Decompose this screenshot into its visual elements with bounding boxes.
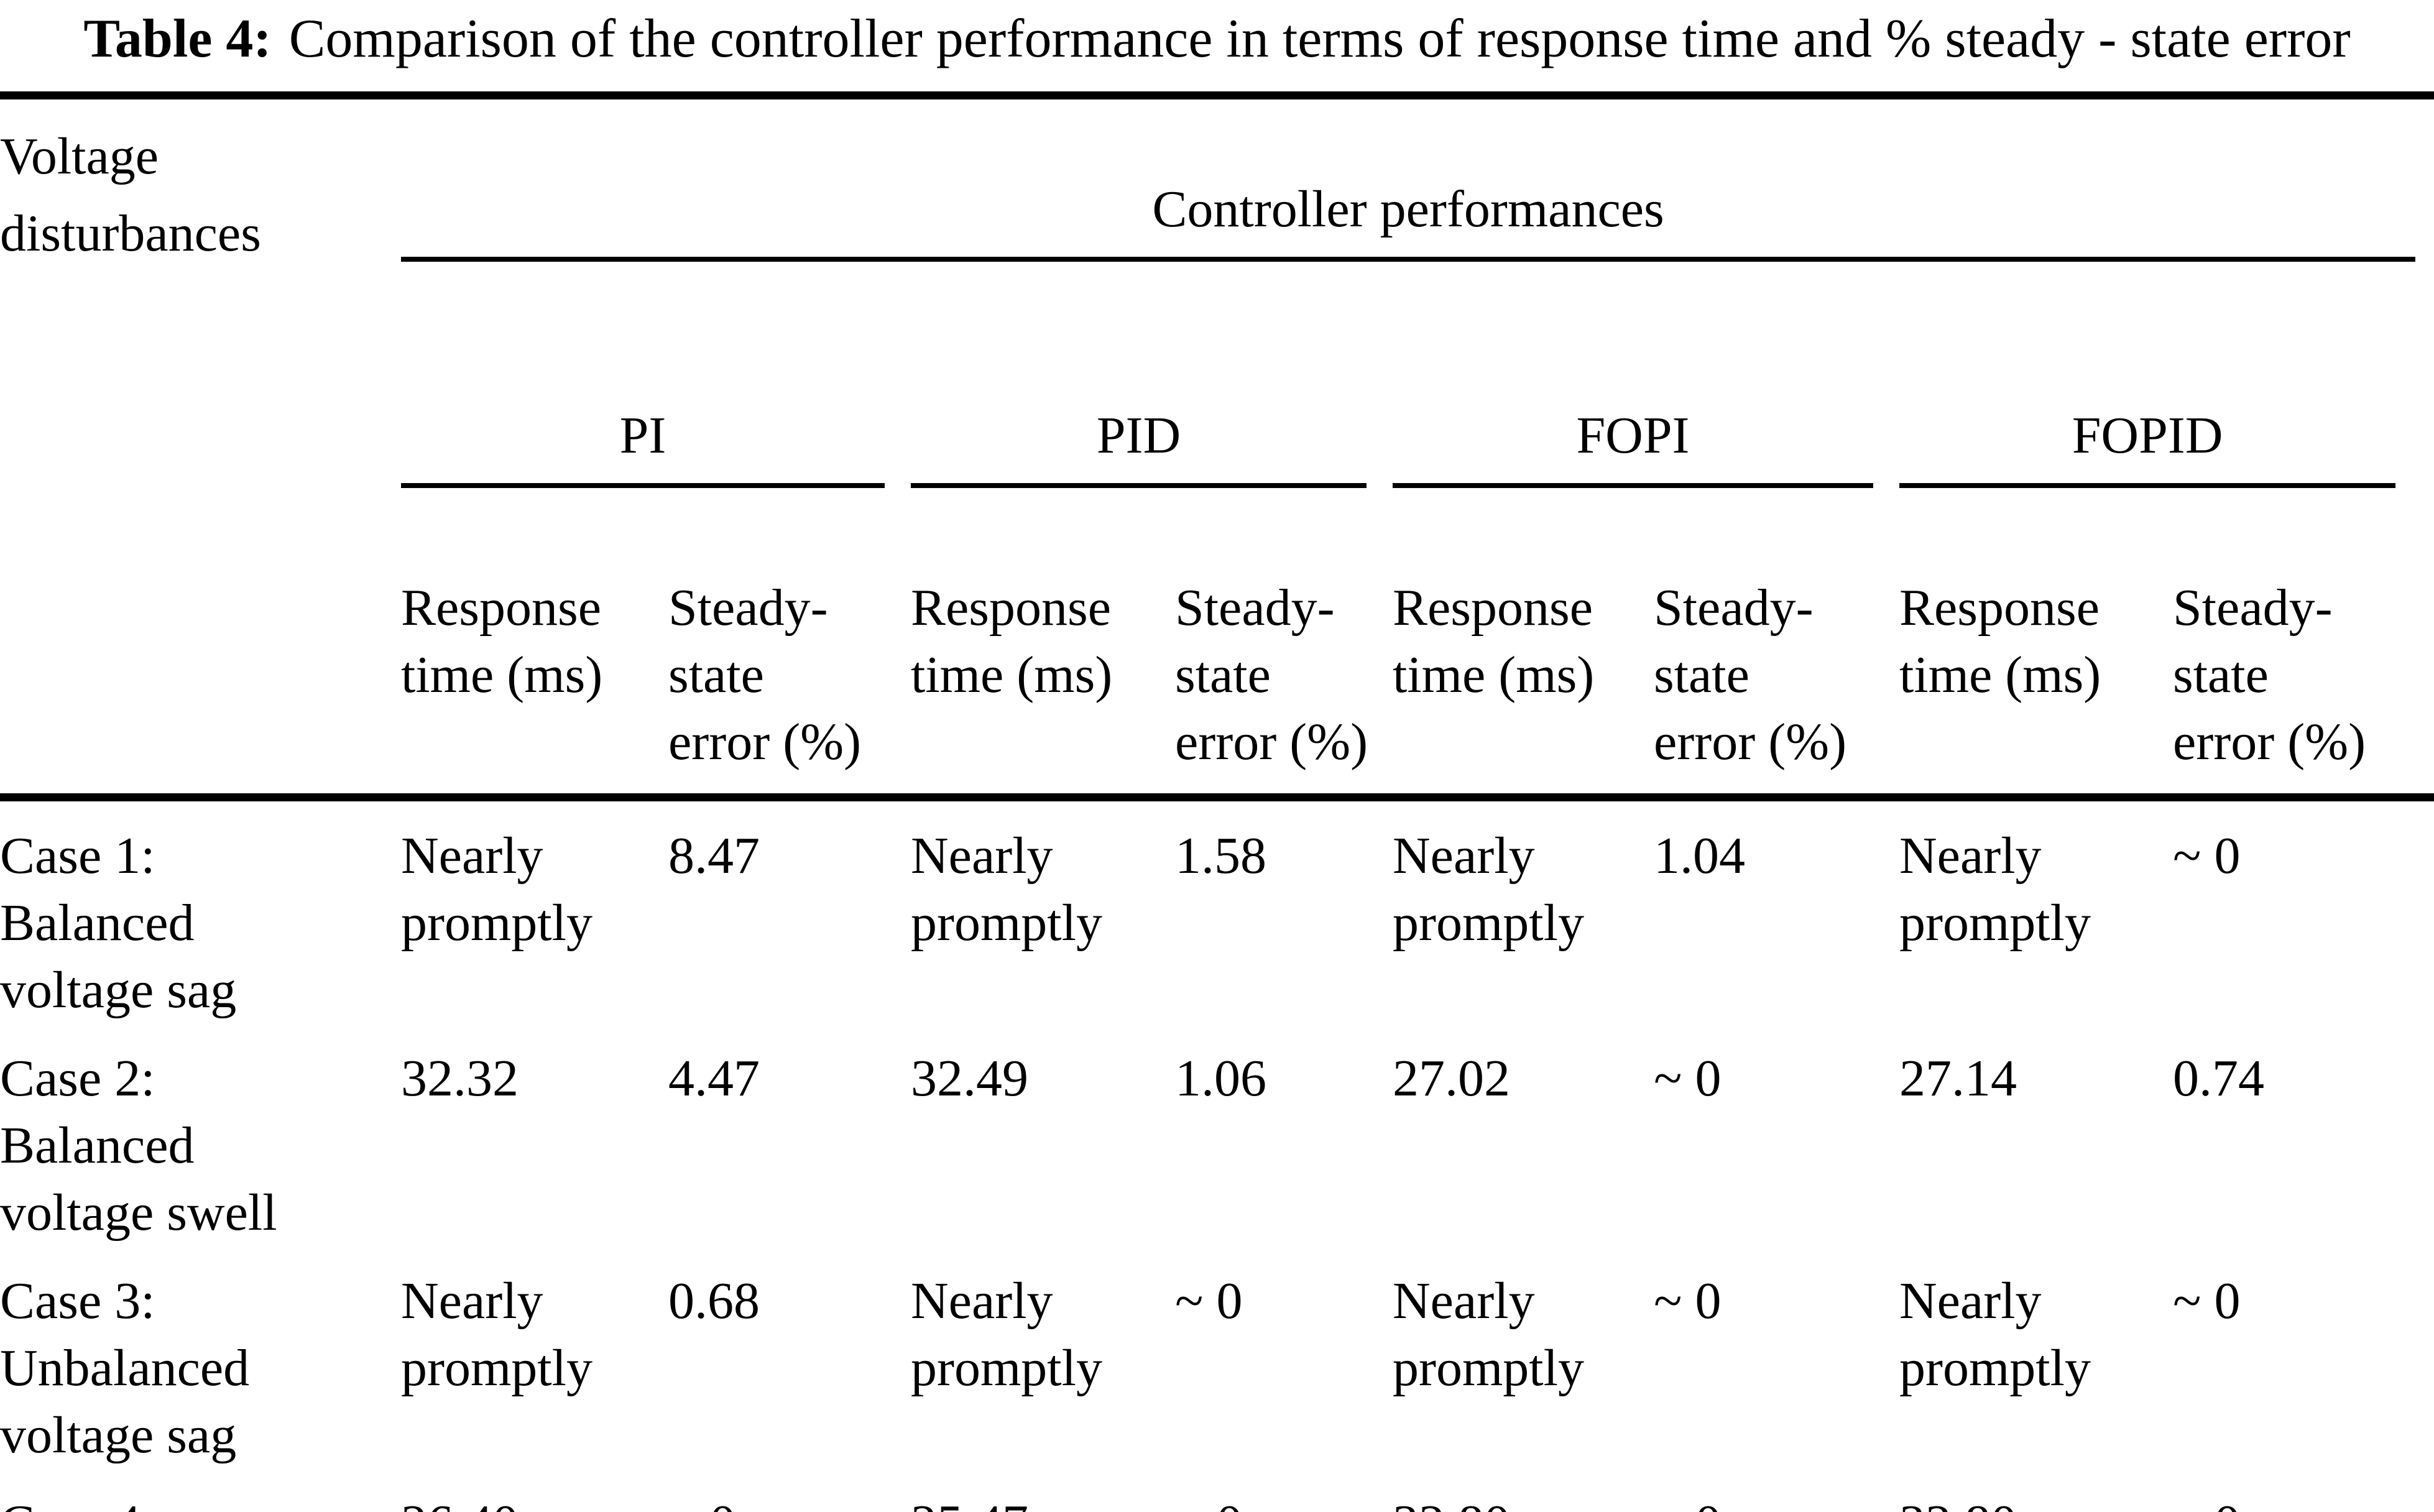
cell-case3-fopid-response: Nearly promptly bbox=[1899, 1272, 2091, 1398]
cell-case4-pi-response: 26.40 bbox=[401, 1469, 668, 1512]
cell-case1-fopid-response: Nearly promptly bbox=[1899, 827, 2091, 952]
header-row-span: Voltage disturbances Controller performa… bbox=[0, 99, 2434, 802]
cell-case1-pid-response: Nearly promptly bbox=[911, 827, 1102, 952]
cell-case1-pid-steady: 1.58 bbox=[1175, 827, 1266, 885]
cell-case2-fopi-response: 27.02 bbox=[1393, 1049, 1510, 1108]
cell-case4-fopid-steady: ~ 0 bbox=[2173, 1469, 2434, 1512]
header-row-groups: PI PID FOPI FOPID bbox=[0, 322, 2434, 548]
cell-case2-fopid-steady: 0.74 bbox=[2173, 1049, 2264, 1108]
cell-case1-fopi-steady: 1.04 bbox=[1654, 827, 1745, 885]
group-header-pid-label: PID bbox=[911, 382, 1367, 489]
cell-case1-fopid-steady: ~ 0 bbox=[2173, 827, 2241, 885]
cell-case3-pid-steady: ~ 0 bbox=[1175, 1272, 1243, 1330]
row-label-case-1: Case 1: Balanced voltage sag bbox=[0, 827, 237, 1020]
cell-case2-pid-response: 32.49 bbox=[911, 1049, 1028, 1108]
cell-case1-fopi-response: Nearly promptly bbox=[1393, 827, 1584, 952]
subheader-fopid-steady-state-error: Steady- state error (%) bbox=[2173, 548, 2434, 802]
group-header-fopi-label: FOPI bbox=[1393, 382, 1873, 489]
group-header-pid: PID bbox=[911, 322, 1393, 548]
group-header-fopi: FOPI bbox=[1393, 322, 1899, 548]
cell-case2-pi-steady: 4.47 bbox=[668, 1049, 760, 1108]
cell-case4-fopid-response: 32.80 bbox=[1899, 1469, 2173, 1512]
group-header-pi: PI bbox=[401, 322, 911, 548]
row-label-case-2: Case 2: Balanced voltage swell bbox=[0, 1049, 277, 1242]
table-caption-text: Comparison of the controller performance… bbox=[288, 9, 2351, 69]
cell-case3-pi-response: Nearly promptly bbox=[401, 1272, 592, 1398]
table-row-case-2: Case 2: Balanced voltage swell 32.32 4.4… bbox=[0, 1024, 2434, 1247]
cell-case2-fopi-steady: ~ 0 bbox=[1654, 1049, 1722, 1108]
table-caption-number: Table 4: bbox=[83, 9, 272, 69]
group-header-pi-label: PI bbox=[401, 382, 885, 489]
cell-case3-fopi-response: Nearly promptly bbox=[1393, 1272, 1584, 1398]
group-header-fopid: FOPID bbox=[1899, 322, 2434, 548]
cell-case3-fopid-steady: ~ 0 bbox=[2173, 1272, 2241, 1330]
subheader-fopi-steady-state-error: Steady- state error (%) bbox=[1654, 548, 1899, 802]
subheader-fopi-response-time: Response time (ms) bbox=[1393, 548, 1654, 802]
span-header-controller-performances: Controller performances bbox=[401, 178, 2416, 262]
cell-case2-pi-response: 32.32 bbox=[401, 1049, 519, 1108]
subheader-pi-response-time: Response time (ms) bbox=[401, 548, 668, 802]
cell-case4-pi-steady: ~ 0 bbox=[668, 1469, 911, 1512]
table-row-case-3: Case 3: Unbalanced voltage sag Nearly pr… bbox=[0, 1247, 2434, 1469]
table-row-case-4: Case 4: Unbalanced voltage swell 26.40 ~… bbox=[0, 1469, 2434, 1512]
table-caption: Table 4: Comparison of the controller per… bbox=[0, 0, 2434, 70]
header-row-subheaders: Response time (ms) Steady- state error (… bbox=[0, 548, 2434, 802]
cell-case1-pi-response: Nearly promptly bbox=[401, 827, 592, 952]
cell-case3-fopi-steady: ~ 0 bbox=[1654, 1272, 1722, 1330]
group-header-fopid-label: FOPID bbox=[1899, 382, 2396, 489]
span-header-cell: Controller performances bbox=[401, 99, 2434, 322]
subheader-fopid-response-time: Response time (ms) bbox=[1899, 548, 2173, 802]
cell-case2-fopid-response: 27.14 bbox=[1899, 1049, 2017, 1108]
cell-case1-pi-steady: 8.47 bbox=[668, 827, 760, 885]
subheader-pi-steady-state-error: Steady- state error (%) bbox=[668, 548, 911, 802]
controller-performance-table: Voltage disturbances Controller performa… bbox=[0, 91, 2434, 1512]
subheader-pid-response-time: Response time (ms) bbox=[911, 548, 1175, 802]
subheader-pid-steady-state-error: Steady- state error (%) bbox=[1175, 548, 1393, 802]
cell-case2-pid-steady: 1.06 bbox=[1175, 1049, 1266, 1108]
row-label-case-3: Case 3: Unbalanced voltage sag bbox=[0, 1272, 250, 1465]
cell-case4-pid-response: 25.47 bbox=[911, 1469, 1175, 1512]
cell-case4-fopi-response: 32.80 bbox=[1393, 1469, 1654, 1512]
row-label-case-4: Case 4: Unbalanced voltage swell bbox=[0, 1469, 401, 1512]
cell-case3-pi-steady: 0.68 bbox=[668, 1272, 760, 1330]
corner-header-voltage-disturbances: Voltage disturbances bbox=[0, 99, 401, 802]
cell-case4-fopi-steady: ~ 0 bbox=[1654, 1469, 1899, 1512]
cell-case4-pid-steady: ~ 0 bbox=[1175, 1469, 1393, 1512]
table-row-case-1: Case 1: Balanced voltage sag Nearly prom… bbox=[0, 801, 2434, 1024]
cell-case3-pid-response: Nearly promptly bbox=[911, 1272, 1102, 1398]
